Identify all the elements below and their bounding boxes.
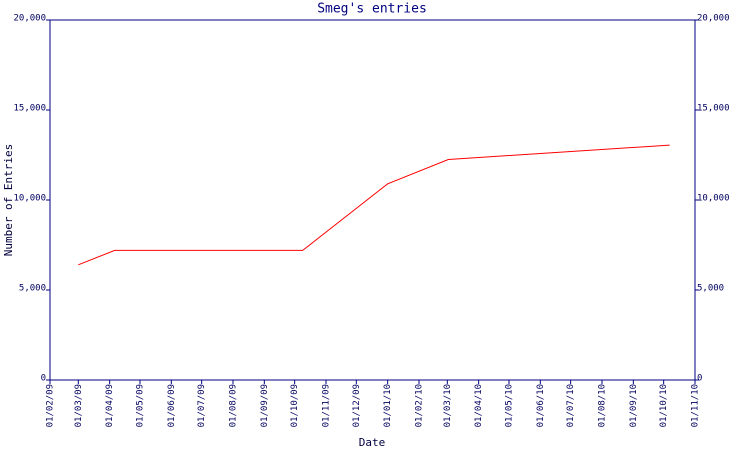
chart-title: Smeg's entries <box>317 2 427 17</box>
y-tick-label: 5,000 <box>19 284 46 294</box>
x-tick-label: 01/09/10 <box>629 384 639 427</box>
y-tick-label: 10,000 <box>13 194 46 204</box>
x-tick-label: 01/07/10 <box>566 384 576 427</box>
y-tick-label: 15,000 <box>13 104 46 114</box>
x-tick-label: 01/02/09 <box>46 384 56 427</box>
data-line <box>78 144 670 266</box>
x-tick-label: 01/06/10 <box>536 384 546 427</box>
y2-tick-label: 0 <box>697 374 702 384</box>
y2-tick-label: 10,000 <box>697 194 730 204</box>
x-tick-label: 01/06/09 <box>167 384 177 427</box>
x-axis-title: Date <box>359 436 386 449</box>
x-tick-label: 01/08/10 <box>597 384 607 427</box>
plot-frame <box>49 19 696 381</box>
x-tick-label: 01/08/09 <box>228 384 238 427</box>
x-tick-label: 01/12/09 <box>352 384 362 427</box>
x-tick-label: 01/05/10 <box>504 384 514 427</box>
x-tick-label: 01/10/10 <box>659 384 669 427</box>
x-tick-label: 01/01/10 <box>383 384 393 427</box>
y2-tick-label: 20,000 <box>697 14 730 24</box>
x-tick-label: 01/03/09 <box>74 384 84 427</box>
x-tick-label: 01/04/09 <box>105 384 115 427</box>
x-tick-label: 01/11/09 <box>321 384 331 427</box>
y2-tick-label: 15,000 <box>697 104 730 114</box>
x-tick-label: 01/11/10 <box>691 384 701 427</box>
y-tick-label: 20,000 <box>13 14 46 24</box>
x-tick-label: 01/05/09 <box>135 384 145 427</box>
x-tick-label: 01/07/09 <box>197 384 207 427</box>
x-tick-label: 01/03/10 <box>443 384 453 427</box>
y2-tick-label: 5,000 <box>697 284 724 294</box>
y-tick-label: 0 <box>41 374 46 384</box>
x-tick-label: 01/04/10 <box>474 384 484 427</box>
x-tick-label: 01/02/10 <box>415 384 425 427</box>
x-tick-label: 01/09/09 <box>260 384 270 427</box>
x-tick-label: 01/10/09 <box>290 384 300 427</box>
y-axis-title: Number of Entries <box>2 144 15 257</box>
